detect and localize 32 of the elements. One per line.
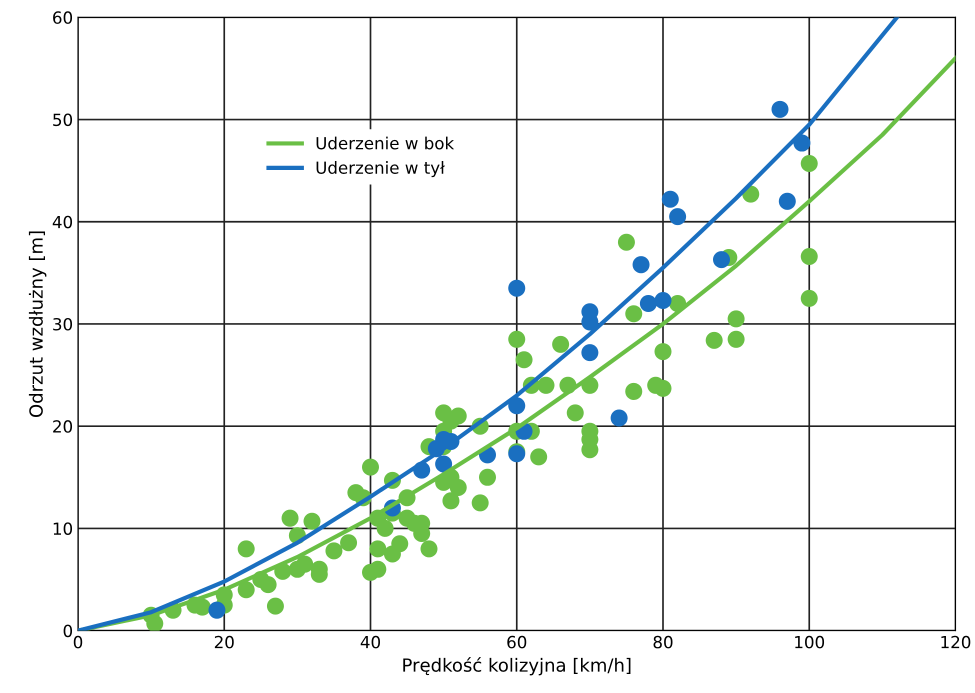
y-tick-label: 60 [53, 11, 72, 24]
x-tick-label: 60 [507, 636, 526, 648]
point [778, 192, 796, 210]
point [581, 344, 598, 362]
x-tick-label: 0 [74, 636, 82, 648]
point [771, 100, 789, 118]
point [508, 397, 526, 414]
legend-label: Uderzenie w tył [316, 161, 445, 178]
x-axis-title: Prędkość kolizyjna [km/h] [403, 657, 630, 676]
y-tick-label: 40 [52, 216, 72, 228]
point [610, 410, 628, 427]
y-tick-label: 10 [54, 522, 72, 535]
x-tick-label: 120 [941, 636, 970, 648]
y-tick-label: 20 [53, 420, 72, 433]
point [435, 456, 452, 473]
point [712, 251, 730, 268]
x-tick-label: 40 [360, 636, 380, 648]
y-tick-label: 0 [64, 624, 72, 638]
x-tick-label: 100 [795, 636, 824, 648]
point [662, 190, 679, 208]
point [654, 292, 672, 309]
y-axis-title: Odrzut wzdłużny [m] [28, 231, 46, 418]
legend-label: Uderzenie w bok [316, 136, 454, 150]
point [208, 602, 226, 619]
point [640, 295, 657, 312]
y-tick-label: 50 [53, 114, 72, 126]
y-tick-label: 30 [53, 318, 72, 331]
x-tick-label: 80 [654, 636, 672, 648]
point [508, 280, 526, 297]
x-tick-label: 20 [214, 636, 234, 648]
point [669, 208, 686, 226]
point [632, 256, 650, 274]
